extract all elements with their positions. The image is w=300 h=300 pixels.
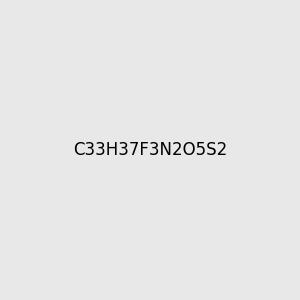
Text: C33H37F3N2O5S2: C33H37F3N2O5S2 — [73, 141, 227, 159]
